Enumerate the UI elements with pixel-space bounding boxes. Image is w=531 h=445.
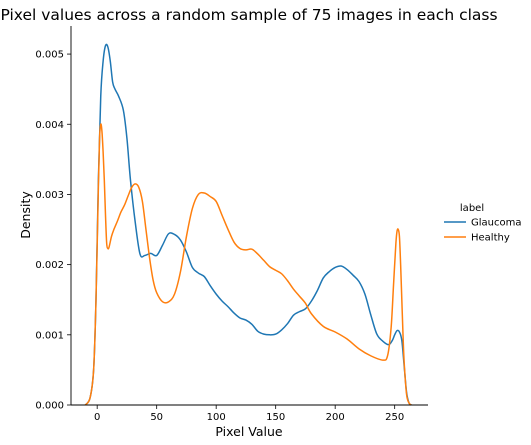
x-tick-label: 200 (326, 412, 345, 423)
x-axis-label: Pixel Value (215, 424, 283, 439)
y-tick-label: 0.002 (35, 260, 64, 271)
y-tick-label: 0.004 (35, 120, 64, 131)
legend-label-glaucoma: Glaucoma (471, 218, 521, 229)
series-line-glaucoma (84, 43, 412, 406)
x-tick-label: 250 (385, 412, 404, 423)
y-tick-label: 0.003 (35, 190, 64, 201)
y-ticks: 0.000 0.001 0.002 0.003 0.004 0.005 (35, 50, 71, 412)
legend: label Glaucoma Healthy (444, 203, 521, 244)
chart-title: Pixel values across a random sample of 7… (0, 6, 497, 24)
legend-label-healthy: Healthy (471, 233, 510, 244)
y-tick-label: 0.001 (35, 330, 64, 341)
y-tick-label: 0.005 (35, 50, 64, 61)
x-ticks: 0 50 100 150 200 250 (94, 405, 404, 423)
y-tick-label: 0.000 (35, 401, 64, 412)
x-tick-label: 100 (207, 412, 226, 423)
x-tick-label: 0 (94, 412, 100, 423)
series-line-healthy (84, 123, 412, 406)
y-axis-label: Density (18, 191, 33, 239)
legend-title: label (460, 203, 484, 214)
plot-lines (84, 43, 412, 406)
x-tick-label: 50 (150, 412, 163, 423)
x-tick-label: 150 (266, 412, 285, 423)
